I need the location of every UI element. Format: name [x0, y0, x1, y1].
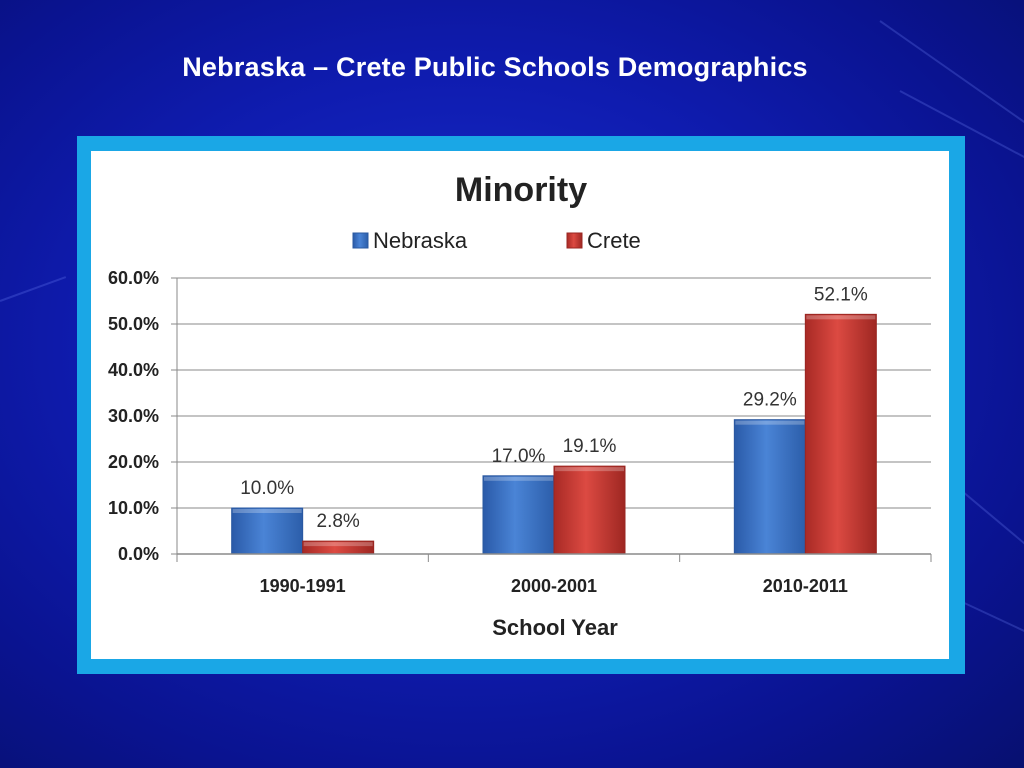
bar-bevel	[303, 542, 373, 547]
bar-bevel	[735, 420, 805, 425]
legend-swatch-nebraska	[352, 232, 369, 249]
bar-bevel	[484, 476, 553, 481]
y-tick-label: 50.0%	[108, 314, 159, 334]
bar-bevel	[232, 509, 302, 513]
x-tick-label: 2000-2001	[511, 576, 597, 596]
y-tick-label: 0.0%	[118, 544, 159, 564]
data-label: 2.8%	[317, 511, 360, 532]
bar-crete	[553, 465, 626, 555]
chart-title: Minority	[455, 171, 587, 209]
data-label: 52.1%	[814, 284, 868, 305]
x-axis: 1990-1991 2000-2001 2010-2011	[176, 553, 932, 596]
data-label: 10.0%	[240, 478, 294, 499]
chart-legend: Nebraska Crete	[352, 228, 641, 253]
bar-crete	[804, 313, 877, 555]
y-tick-label: 40.0%	[108, 360, 159, 380]
chart-panel: Minority Nebraska Crete 0.0% 10.0% 20.0% 30.…	[91, 151, 949, 659]
x-axis-title: School Year	[492, 615, 618, 640]
minority-bar-chart: Minority Nebraska Crete 0.0% 10.0% 20.0% 30.…	[108, 171, 932, 640]
x-tick-label: 2010-2011	[763, 576, 848, 596]
y-tick-label: 20.0%	[108, 452, 159, 472]
data-label: 17.0%	[492, 446, 546, 467]
bar-nebraska	[733, 419, 806, 555]
y-axis: 0.0% 10.0% 20.0% 30.0% 40.0% 50.0% 60.0%	[108, 268, 178, 564]
legend-label: Crete	[587, 228, 641, 253]
legend-swatch-crete	[566, 232, 583, 249]
chart-bars: 10.0% 2.8% 17.0% 19.1% 29.2% 52.1%	[231, 284, 877, 555]
data-label: 19.1%	[563, 436, 617, 457]
bar-nebraska	[231, 507, 304, 555]
y-tick-label: 10.0%	[108, 498, 159, 518]
x-tick-label: 1990-1991	[260, 576, 346, 596]
y-tick-label: 30.0%	[108, 406, 159, 426]
bar-nebraska	[482, 475, 555, 555]
y-tick-label: 60.0%	[108, 268, 159, 288]
bar-bevel	[806, 315, 876, 320]
bar-bevel	[555, 467, 624, 472]
slide-title: Nebraska – Crete Public Schools Demograp…	[182, 52, 808, 82]
legend-label: Nebraska	[373, 228, 468, 253]
data-label: 29.2%	[743, 390, 797, 411]
